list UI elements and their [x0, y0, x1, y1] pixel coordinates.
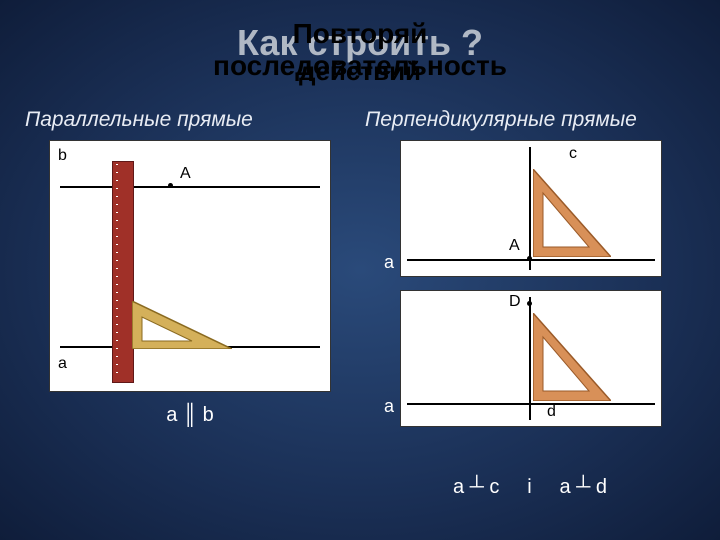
title-block: Как строить ? Повторяй последовательност…	[0, 0, 720, 108]
line-b	[60, 186, 320, 188]
point-A-top	[527, 256, 532, 261]
label-A-top: A	[509, 237, 520, 255]
label-D: D	[509, 293, 521, 311]
heading-perpendicular: Перпендикулярные прямые	[365, 108, 695, 132]
section-perpendicular: Перпендикулярные прямые c A a D	[365, 108, 695, 499]
notation-parallel: a ║ b	[25, 404, 355, 427]
section-parallel: Параллельные прямые b A a a ║ b	[25, 108, 355, 499]
panel-top: c A	[400, 140, 662, 277]
label-a: a	[58, 355, 67, 373]
notation-ad: a ┴ d	[559, 476, 607, 498]
heading-parallel: Параллельные прямые	[25, 108, 355, 132]
label-A: A	[180, 165, 191, 183]
notation-joiner: і	[527, 476, 531, 498]
label-d: d	[547, 403, 556, 421]
line-c	[529, 147, 531, 270]
notation-perpendicular: a ┴ c і a ┴ d	[365, 476, 695, 499]
line-d	[529, 297, 531, 420]
notation-ac: a ┴ c	[453, 476, 499, 498]
label-a-top-out: a	[384, 252, 394, 273]
setsquare-top-icon	[533, 169, 611, 257]
canvas-perpendicular: c A a D d a	[380, 140, 680, 470]
label-a-bot-out: a	[384, 396, 394, 417]
canvas-parallel: b A a	[49, 140, 331, 392]
setsquare-icon	[132, 301, 232, 349]
ruler-icon	[112, 161, 134, 383]
label-b: b	[58, 147, 67, 165]
sections: Параллельные прямые b A a a ║ b Перпенди…	[0, 108, 720, 499]
title-line2: действий	[299, 56, 421, 87]
setsquare-bot-icon	[533, 313, 611, 401]
point-D	[527, 301, 532, 306]
panel-bottom: D d	[400, 290, 662, 427]
label-c: c	[569, 145, 577, 163]
point-A	[168, 183, 173, 188]
line-a-bot	[407, 403, 655, 405]
